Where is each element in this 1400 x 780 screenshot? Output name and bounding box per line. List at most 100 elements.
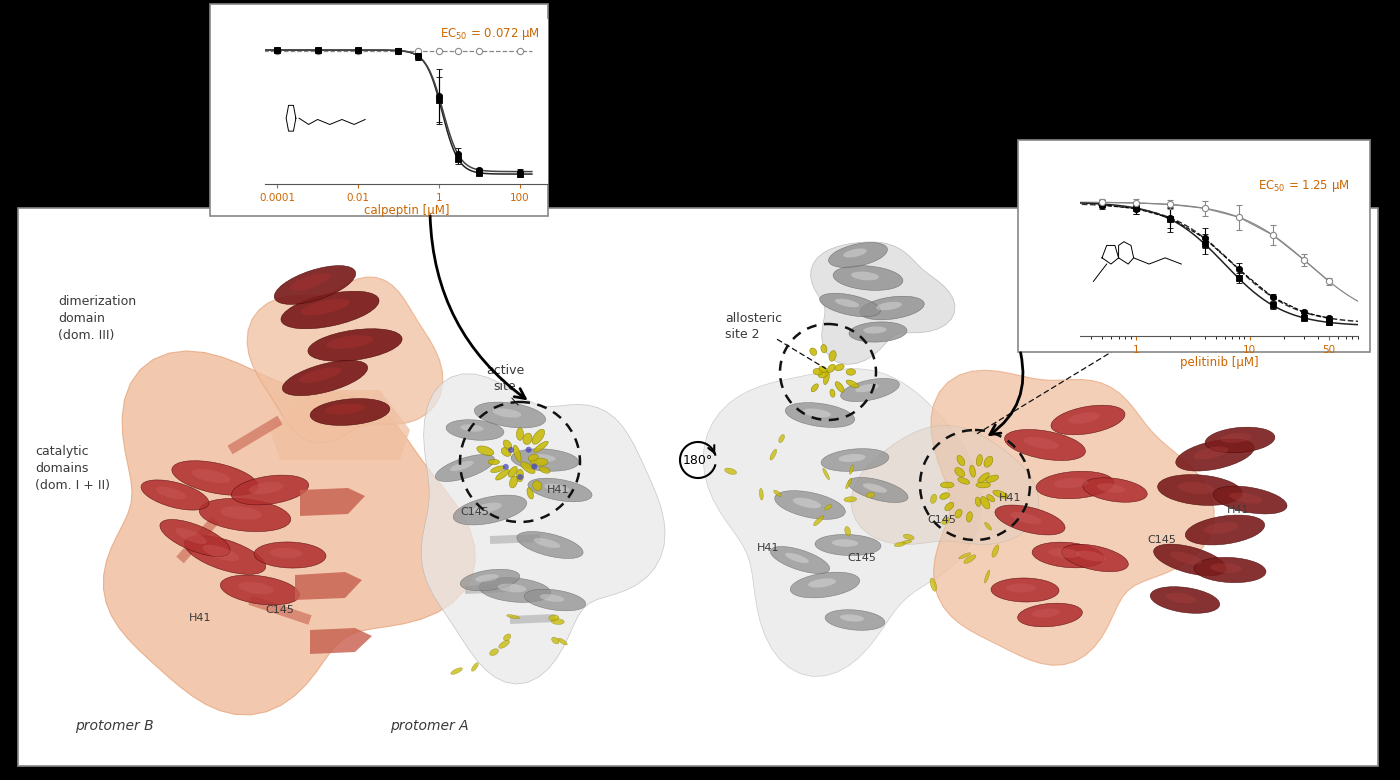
Ellipse shape (725, 468, 736, 474)
Ellipse shape (1054, 477, 1088, 488)
Ellipse shape (238, 582, 274, 594)
Ellipse shape (490, 466, 505, 473)
Ellipse shape (1205, 427, 1275, 453)
Ellipse shape (830, 389, 834, 397)
Ellipse shape (963, 555, 976, 563)
Ellipse shape (461, 569, 519, 590)
Polygon shape (811, 242, 955, 364)
Ellipse shape (1023, 437, 1058, 449)
Ellipse shape (850, 465, 854, 474)
Text: H41: H41 (1226, 505, 1249, 515)
Ellipse shape (958, 477, 970, 484)
Ellipse shape (498, 640, 510, 648)
Ellipse shape (1194, 447, 1228, 459)
Ellipse shape (827, 364, 836, 372)
Ellipse shape (970, 465, 976, 477)
Ellipse shape (976, 482, 990, 488)
Polygon shape (300, 488, 365, 516)
Ellipse shape (1011, 512, 1042, 524)
Ellipse shape (479, 578, 550, 602)
FancyBboxPatch shape (210, 4, 547, 216)
Ellipse shape (477, 446, 494, 456)
Ellipse shape (451, 461, 473, 471)
Ellipse shape (451, 668, 462, 675)
Ellipse shape (517, 470, 524, 482)
Polygon shape (931, 370, 1214, 665)
Ellipse shape (172, 461, 258, 495)
Circle shape (532, 463, 538, 470)
Ellipse shape (930, 578, 937, 591)
Ellipse shape (833, 266, 903, 290)
Ellipse shape (822, 448, 889, 471)
Ellipse shape (511, 448, 580, 471)
Ellipse shape (785, 402, 854, 427)
Text: C145: C145 (928, 515, 956, 525)
Ellipse shape (993, 545, 998, 557)
Ellipse shape (839, 454, 865, 462)
Ellipse shape (846, 369, 855, 375)
Ellipse shape (510, 476, 518, 488)
Ellipse shape (308, 328, 402, 361)
Ellipse shape (770, 547, 830, 573)
Ellipse shape (493, 409, 521, 417)
Ellipse shape (489, 459, 500, 465)
FancyBboxPatch shape (1018, 140, 1371, 352)
Ellipse shape (848, 322, 907, 342)
Ellipse shape (945, 502, 953, 511)
Text: H41: H41 (547, 485, 570, 495)
Ellipse shape (778, 434, 784, 443)
Ellipse shape (524, 433, 532, 445)
Ellipse shape (532, 480, 542, 491)
Ellipse shape (231, 475, 308, 505)
Ellipse shape (808, 579, 836, 587)
Ellipse shape (528, 478, 592, 502)
Polygon shape (490, 534, 540, 544)
Ellipse shape (903, 534, 914, 540)
Ellipse shape (942, 517, 949, 524)
FancyBboxPatch shape (18, 208, 1378, 766)
Ellipse shape (325, 403, 365, 414)
Ellipse shape (1221, 433, 1252, 443)
Text: C145: C145 (461, 507, 490, 517)
Ellipse shape (501, 448, 511, 456)
Ellipse shape (1061, 544, 1128, 572)
Ellipse shape (155, 487, 186, 499)
Ellipse shape (834, 299, 860, 307)
Ellipse shape (840, 615, 864, 622)
Ellipse shape (472, 502, 501, 513)
Ellipse shape (811, 384, 819, 392)
FancyArrowPatch shape (430, 216, 525, 399)
Ellipse shape (832, 539, 858, 547)
Ellipse shape (819, 370, 827, 378)
Ellipse shape (517, 428, 524, 441)
Ellipse shape (977, 473, 990, 483)
Ellipse shape (497, 583, 526, 592)
Ellipse shape (175, 528, 207, 544)
Ellipse shape (813, 516, 823, 526)
Ellipse shape (559, 638, 567, 645)
Ellipse shape (475, 574, 498, 582)
Ellipse shape (792, 498, 822, 509)
Ellipse shape (524, 589, 585, 611)
Ellipse shape (447, 420, 504, 440)
Polygon shape (703, 369, 981, 676)
Ellipse shape (825, 505, 832, 510)
Text: EC$_{50}$ = 0.072 μM: EC$_{50}$ = 0.072 μM (440, 26, 539, 41)
Ellipse shape (785, 553, 809, 563)
Ellipse shape (976, 455, 983, 466)
Text: allosteric
site 2: allosteric site 2 (725, 312, 783, 341)
Text: 180°: 180° (683, 453, 713, 466)
Ellipse shape (819, 293, 881, 317)
Ellipse shape (834, 364, 844, 370)
Ellipse shape (517, 531, 582, 558)
Ellipse shape (1212, 486, 1287, 514)
Ellipse shape (1229, 492, 1263, 503)
Ellipse shape (1194, 558, 1266, 583)
Ellipse shape (435, 455, 494, 481)
Ellipse shape (326, 335, 374, 349)
Text: catalytic
domains
(dom. I + II): catalytic domains (dom. I + II) (35, 445, 111, 492)
Ellipse shape (528, 454, 556, 462)
Ellipse shape (531, 458, 547, 466)
Ellipse shape (311, 399, 389, 425)
Ellipse shape (1032, 542, 1103, 568)
